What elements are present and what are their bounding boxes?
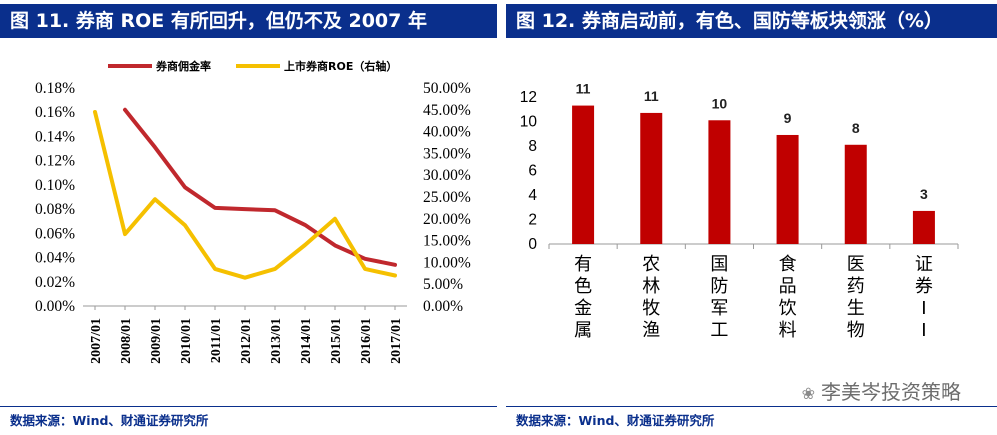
wechat-icon: ❀	[801, 384, 815, 403]
series-line-1	[123, 107, 397, 267]
left-y-tick-label: 0.16%	[35, 104, 75, 121]
y-tick-label: 12	[520, 89, 537, 106]
category-label: 农林牧渔	[642, 254, 660, 341]
x-tick-label: 2015/01	[329, 318, 344, 364]
right-y-tick-label: 0.00%	[423, 298, 463, 315]
x-tick-label: 2008/01	[119, 318, 134, 364]
right-figure: 图 12. 券商启动前，有色、国防等板块领涨（%） 0 2 4 6 8 10 12 11 有色金…	[506, 0, 997, 435]
legend-label-2: 上市券商ROE（右轴）	[284, 59, 397, 73]
right-footer-rule	[506, 406, 997, 407]
right-y-tick-label: 30.00%	[423, 167, 471, 184]
bar-value-label: 10	[712, 95, 728, 111]
bar	[572, 105, 595, 244]
left-y-tick-label: 0.14%	[35, 128, 75, 145]
y-tick-label: 8	[528, 138, 537, 155]
category-label: 证券 I I	[915, 254, 933, 341]
right-y-tick-label: 40.00%	[423, 124, 471, 141]
right-y-tick-label: 25.00%	[423, 189, 471, 206]
left-source-note: 数据来源：Wind、财通证券研究所	[10, 413, 209, 428]
bar-value-label: 9	[784, 110, 792, 126]
category-label: 国防军工	[710, 254, 728, 341]
left-line-chart: 0.00% 0.02% 0.04% 0.06% 0.08% 0.10% 0.12% 0.14%…	[35, 59, 471, 364]
bar	[844, 144, 867, 244]
bar-value-label: 11	[576, 81, 591, 97]
x-tick-label: 2017/01	[389, 318, 404, 364]
bar	[708, 120, 731, 244]
right-y-tick-label: 10.00%	[423, 254, 471, 271]
bar	[912, 210, 935, 244]
y-tick-label: 2	[528, 212, 537, 229]
watermark-text: 李美岑投资策略	[821, 380, 961, 404]
left-figure: 图 11. 券商 ROE 有所回升，但仍不及 2007 年 0.00% 0.02%…	[0, 0, 497, 435]
left-y-tick-label: 0.08%	[35, 201, 75, 218]
y-tick-label: 0	[528, 236, 537, 253]
left-y-tick-label: 0.12%	[35, 153, 75, 170]
x-tick-label: 2010/01	[179, 318, 194, 364]
right-figure-title: 图 12. 券商启动前，有色、国防等板块领涨（%）	[506, 4, 997, 38]
right-y-tick-label: 5.00%	[423, 276, 463, 293]
right-y-tick-label: 20.00%	[423, 211, 471, 228]
series-line-2	[93, 110, 397, 280]
right-y-tick-label: 50.00%	[423, 80, 471, 97]
right-y-tick-label: 45.00%	[423, 102, 471, 119]
right-y-tick-label: 15.00%	[423, 233, 471, 250]
right-source-note: 数据来源：Wind、财通证券研究所	[516, 413, 715, 428]
x-tick-label: 2013/01	[269, 318, 284, 364]
right-bar-chart: 0 2 4 6 8 10 12 11 有色金属 11 农林牧渔 10 国防军工 9 食品饮料 8 医药生物 3 证券…	[520, 81, 959, 341]
bar	[776, 134, 799, 244]
left-y-tick-label: 0.10%	[35, 177, 75, 194]
x-tick-label: 2014/01	[299, 318, 314, 364]
left-y-tick-label: 0.00%	[35, 298, 75, 315]
bar	[640, 112, 663, 244]
bar-value-label: 11	[644, 88, 659, 104]
left-y-tick-label: 0.18%	[35, 80, 75, 97]
left-y-tick-label: 0.06%	[35, 225, 75, 242]
y-tick-label: 6	[528, 163, 537, 180]
category-label: 食品饮料	[779, 254, 797, 341]
x-tick-label: 2007/01	[89, 318, 104, 364]
left-figure-title: 图 11. 券商 ROE 有所回升，但仍不及 2007 年	[0, 4, 497, 38]
category-label: 医药生物	[847, 254, 865, 341]
x-tick-label: 2011/01	[209, 318, 224, 363]
x-tick-label: 2009/01	[149, 318, 164, 364]
x-tick-label: 2016/01	[359, 318, 374, 364]
left-footer-rule	[0, 406, 497, 407]
y-tick-label: 4	[528, 187, 537, 204]
left-y-tick-label: 0.04%	[35, 250, 75, 267]
bar-value-label: 3	[920, 186, 928, 202]
y-tick-label: 10	[520, 114, 538, 131]
right-y-tick-label: 35.00%	[423, 145, 471, 162]
bar-value-label: 8	[852, 120, 860, 136]
watermark: ❀ 李美岑投资策略	[802, 376, 961, 405]
x-tick-label: 2012/01	[239, 318, 254, 364]
legend-label-1: 券商佣金率	[155, 59, 211, 73]
left-y-tick-label: 0.02%	[35, 274, 75, 291]
category-label: 有色金属	[574, 254, 592, 341]
